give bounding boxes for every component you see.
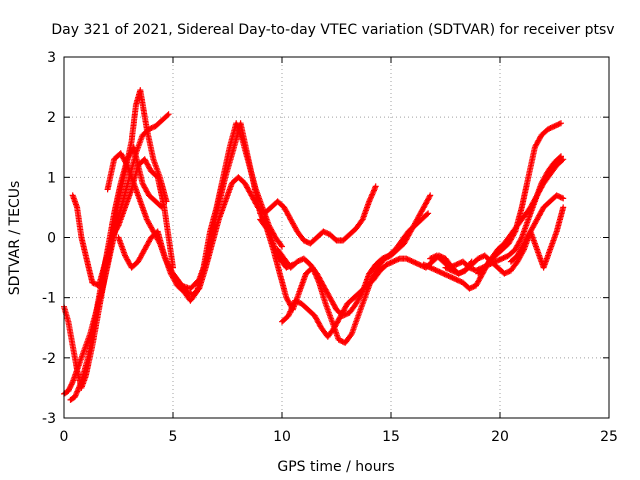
data-point [537, 185, 544, 192]
series-arc-10 [274, 210, 432, 319]
x-tick-label: 20 [491, 429, 509, 445]
data-point [372, 183, 379, 190]
data-point [427, 192, 434, 199]
x-tick-label: 10 [273, 429, 291, 445]
data-point [165, 111, 172, 118]
y-tick-label: 2 [47, 110, 56, 126]
data-point [123, 161, 130, 167]
data-point [73, 389, 80, 396]
y-tick-label: -1 [42, 291, 56, 307]
data-point [278, 242, 285, 249]
x-tick-label: 5 [169, 429, 178, 445]
y-axis-label: SDTVAR / TECUs [7, 181, 23, 296]
data-point [556, 120, 563, 127]
y-tick-label: 0 [47, 231, 56, 247]
y-tick-label: 1 [47, 170, 56, 186]
data-point [425, 210, 432, 217]
data-point [426, 193, 433, 200]
y-tick-label: 3 [47, 50, 56, 66]
series-arc-7 [170, 174, 379, 298]
data-point [515, 251, 522, 258]
data-point [424, 211, 430, 218]
series-arc-6 [115, 120, 285, 304]
data-point [122, 253, 129, 260]
data-point [279, 243, 285, 250]
y-tick-label: -2 [42, 351, 56, 367]
data-point [518, 235, 525, 242]
data-point [559, 157, 566, 164]
data-point [523, 236, 530, 243]
data-point [164, 112, 171, 119]
data-point [558, 120, 564, 127]
data-point [531, 221, 538, 228]
x-tick-label: 15 [382, 429, 400, 445]
series-arc-1 [61, 111, 172, 397]
y-tick-label: -3 [42, 411, 56, 427]
data-point [560, 156, 567, 163]
series-arc-14 [507, 204, 567, 271]
data-point [560, 204, 567, 211]
ticks-layer: 0 5 10 15 20 25 -3 -2 -1 0 1 2 3 [42, 50, 618, 445]
marks-layer [61, 87, 567, 403]
series-arc-15 [475, 156, 567, 277]
series-arc-4 [69, 156, 176, 289]
data-point [114, 223, 121, 230]
chart-title: Day 321 of 2021, Sidereal Day-to-day VTE… [51, 22, 614, 38]
data-point [531, 196, 538, 203]
x-tick-label: 0 [60, 429, 69, 445]
x-axis-label: GPS time / hours [277, 459, 394, 475]
x-tick-label: 25 [600, 429, 618, 445]
data-point [560, 195, 567, 202]
